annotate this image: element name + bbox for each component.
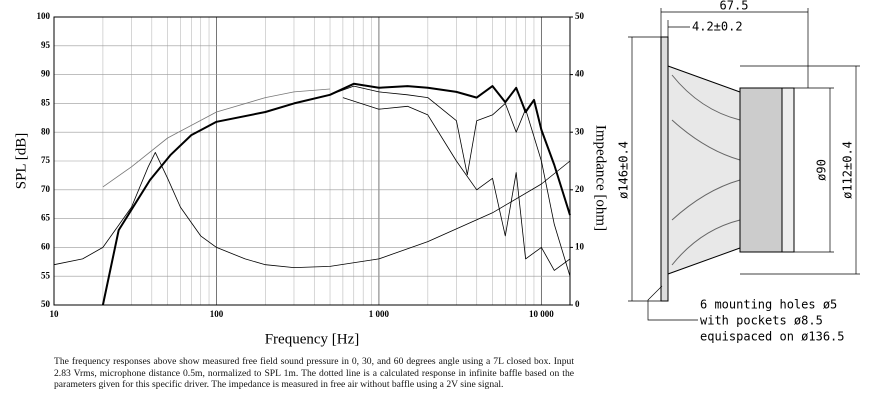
magnet: [739, 87, 783, 253]
frame-flange: [660, 36, 669, 302]
dim-magnet: ø90: [815, 159, 829, 181]
series-line: [102, 88, 331, 188]
y2-tick-label: 50: [575, 11, 585, 21]
x-tick-label: 10 000: [529, 309, 554, 319]
mounting-note: equispaced on ø136.5: [700, 330, 845, 344]
x-axis-label: Frequency [Hz]: [265, 331, 360, 347]
y2-tick-label: 0: [575, 299, 580, 309]
y-axis-label: SPL [dB]: [13, 133, 29, 190]
dim-depth: 67.5: [720, 0, 749, 13]
y-tick-label: 55: [41, 270, 51, 280]
y2-tick-label: 10: [575, 241, 585, 251]
series-line: [101, 82, 571, 306]
y-tick-label: 65: [41, 213, 51, 223]
x-tick-label: 1 000: [369, 309, 390, 319]
mounting-note: 6 mounting holes ø5: [700, 298, 837, 312]
y2-tick-label: 30: [575, 126, 585, 136]
dimension-lines: [628, 8, 860, 321]
y-tick-label: 70: [41, 184, 51, 194]
mounting-note: with pockets ø8.5: [700, 314, 823, 328]
y2-tick-label: 20: [575, 184, 585, 194]
chart: SPL [dB] Impedance [ohm] Frequency [Hz] …: [13, 0, 860, 347]
dim-outer: ø146±0.4: [617, 141, 631, 199]
y-tick-label: 60: [41, 241, 51, 251]
y2-tick-label: 40: [575, 69, 585, 79]
series-line: [342, 97, 571, 271]
y-tick-label: 100: [37, 11, 51, 21]
magnet-plate: [781, 87, 795, 253]
y2-axis-label: Impedance [ohm]: [593, 125, 609, 231]
caption: The frequency responses above show measu…: [54, 356, 574, 390]
driver-drawing: [628, 8, 860, 321]
dim-rear: ø112±0.4: [841, 141, 855, 199]
basket: [667, 65, 741, 275]
basket-ribs: [671, 74, 741, 266]
x-tick-label: 10: [50, 309, 60, 319]
y-tick-label: 50: [41, 299, 51, 309]
y-tick-label: 75: [41, 155, 51, 165]
x-tick-label: 100: [210, 309, 224, 319]
series-line: [329, 85, 571, 277]
dim-flange: 4.2±0.2: [692, 20, 743, 34]
y-tick-label: 85: [41, 97, 51, 107]
y-tick-label: 90: [41, 69, 51, 79]
series-line: [53, 152, 571, 268]
y-tick-label: 80: [41, 126, 51, 136]
y-tick-label: 95: [41, 40, 51, 50]
